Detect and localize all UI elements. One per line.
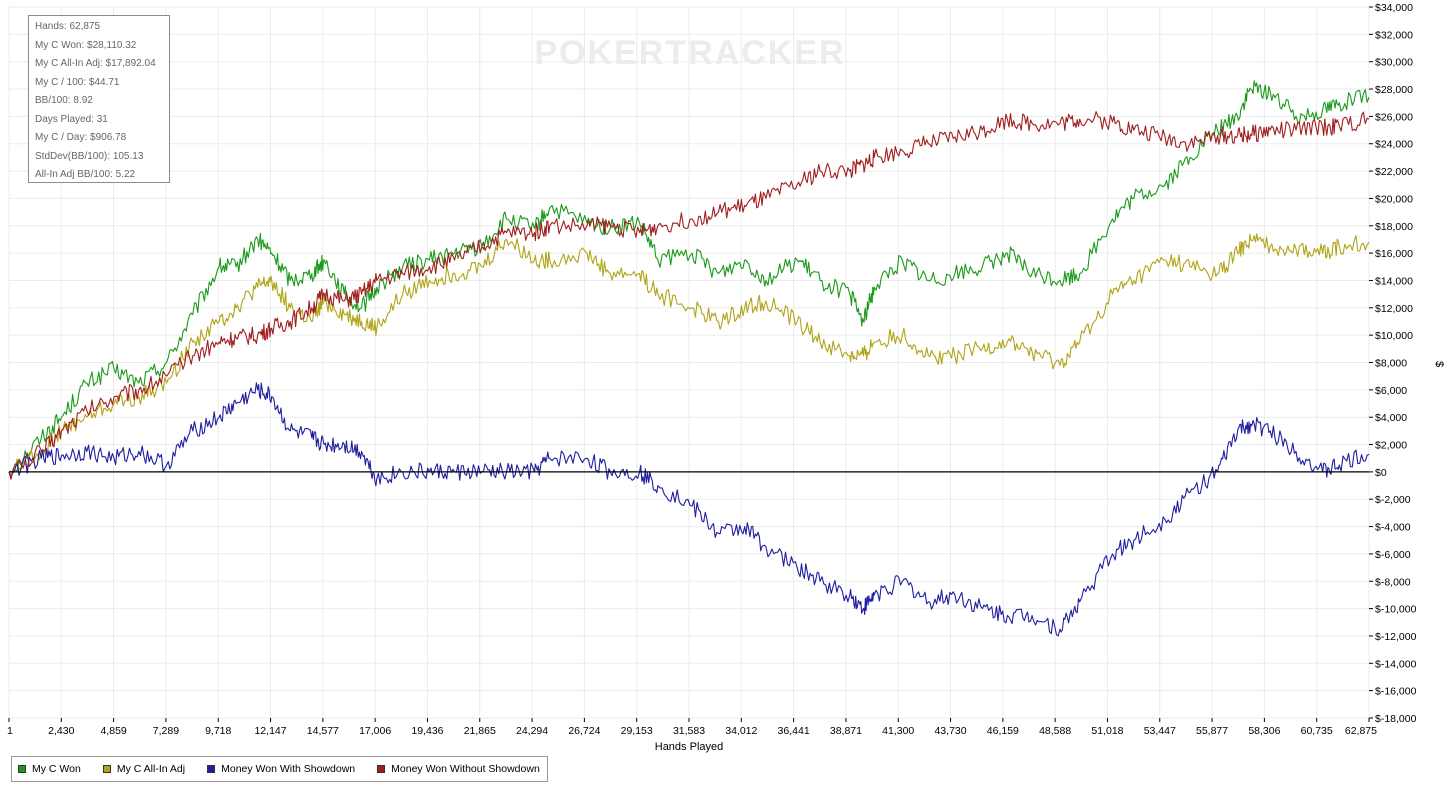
y-tick-label: $12,000 <box>1375 303 1413 315</box>
x-tick-label: 55,877 <box>1196 725 1228 737</box>
y-tick-label: $26,000 <box>1375 111 1413 123</box>
x-tick-label: 46,159 <box>987 725 1019 737</box>
y-tick-label: $-12,000 <box>1375 631 1417 643</box>
x-tick-label: 62,875 <box>1345 725 1377 737</box>
x-tick-label: 19,436 <box>411 725 443 737</box>
y-tick-label: $10,000 <box>1375 330 1413 342</box>
y-tick-label: $16,000 <box>1375 248 1413 260</box>
x-tick-label: 38,871 <box>830 725 862 737</box>
legend-item-without-showdown[interactable]: Money Won Without Showdown <box>377 763 540 775</box>
legend-label: Money Won Without Showdown <box>391 763 540 775</box>
x-tick-label: 12,147 <box>254 725 286 737</box>
x-tick-label: 2,430 <box>48 725 74 737</box>
y-tick-label: $20,000 <box>1375 193 1413 205</box>
x-tick-label: 36,441 <box>778 725 810 737</box>
legend-item-all-in-adj[interactable]: My C All-In Adj <box>102 763 186 775</box>
stat-hands: Hands: 62,875 <box>35 21 101 32</box>
legend-label: Money Won With Showdown <box>221 763 356 775</box>
stat-days-played: Days Played: 31 <box>35 113 108 125</box>
legend-swatch <box>377 765 386 773</box>
x-tick-label: 43,730 <box>934 725 966 737</box>
y-tick-label: $-6,000 <box>1375 549 1411 561</box>
y-tick-label: $-2,000 <box>1375 494 1411 506</box>
x-tick-label: 31,583 <box>673 725 705 737</box>
series-lines <box>8 80 1370 637</box>
legend-item-my-c-won[interactable]: My C Won <box>18 763 81 775</box>
x-tick-label: 7,289 <box>153 725 179 737</box>
stat-won: My C Won: $28,110.32 <box>35 39 137 51</box>
y-tick-label: $-8,000 <box>1375 576 1411 588</box>
x-tick-label: 41,300 <box>882 725 914 737</box>
x-tick-label: 51,018 <box>1091 725 1123 737</box>
x-tick-label: 4,859 <box>100 725 126 737</box>
y-tick-label: $6,000 <box>1375 385 1407 397</box>
y-tick-label: $-16,000 <box>1375 686 1417 698</box>
x-tick-label: 60,735 <box>1301 725 1333 737</box>
stat-bb-100: BB/100: 8.92 <box>35 95 93 106</box>
grid-lines <box>8 6 1370 719</box>
y-tick-label: $-14,000 <box>1375 658 1417 670</box>
series-line <box>8 382 1370 637</box>
x-tick-label: 21,865 <box>464 725 496 737</box>
y-tick-label: $-18,000 <box>1375 713 1417 725</box>
x-tick-label: 34,012 <box>725 725 757 737</box>
x-tick-label: 29,153 <box>621 725 653 737</box>
y-tick-label: $8,000 <box>1375 358 1407 370</box>
x-tick-label: 48,588 <box>1039 725 1071 737</box>
x-axis-label: Hands Played <box>655 741 724 753</box>
x-tick-label: 26,724 <box>568 725 600 737</box>
y-axis-label: $ <box>1433 361 1445 367</box>
y-tick-label: $22,000 <box>1375 166 1413 178</box>
legend-label: My C All-In Adj <box>116 763 186 775</box>
legend-swatch <box>102 765 111 773</box>
x-axis: 1 2,430 4,859 7,289 9,718 12,147 14,577 17,006 1… <box>7 718 1377 737</box>
stat-stddev: StdDev(BB/100): 105.13 <box>35 150 144 162</box>
y-tick-label: $-10,000 <box>1375 604 1417 616</box>
x-tick-label: 1 <box>7 725 13 737</box>
legend-item-with-showdown[interactable]: Money Won With Showdown <box>207 763 355 775</box>
y-tick-label: $2,000 <box>1375 440 1407 452</box>
legend-swatch <box>207 765 216 773</box>
y-tick-label: $18,000 <box>1375 221 1413 233</box>
y-tick-label: $24,000 <box>1375 139 1413 151</box>
y-tick-label: $34,000 <box>1375 2 1413 14</box>
stat-allin-bb-100: All-In Adj BB/100: 5.22 <box>35 169 136 180</box>
y-tick-label: $4,000 <box>1375 412 1407 424</box>
stats-summary-box: Hands: 62,875 My C Won: $28,110.32 My C … <box>28 15 170 183</box>
chart-legend: My C Won My C All-In Adj Money Won With … <box>11 756 548 782</box>
y-tick-label: $28,000 <box>1375 84 1413 96</box>
y-axis: $34,000 $32,000 $30,000 $28,000 $26,000 $24,0… <box>1369 2 1417 725</box>
watermark: POKERTRACKER <box>534 34 845 72</box>
y-tick-label: $32,000 <box>1375 29 1413 41</box>
y-tick-label: $30,000 <box>1375 57 1413 69</box>
y-tick-label: $-4,000 <box>1375 522 1411 534</box>
series-line <box>8 80 1370 474</box>
stat-per-day: My C / Day: $906.78 <box>35 132 127 143</box>
legend-label: My C Won <box>32 763 81 775</box>
stat-per-100: My C / 100: $44.71 <box>35 76 120 88</box>
stat-allin-adj: My C All-In Adj: $17,892.04 <box>35 58 156 69</box>
x-tick-label: 24,294 <box>516 725 548 737</box>
series-line <box>8 233 1370 476</box>
series-line <box>8 111 1370 480</box>
x-tick-label: 17,006 <box>359 725 391 737</box>
y-tick-label: $0 <box>1375 467 1387 479</box>
legend-swatch <box>18 765 26 773</box>
x-tick-label: 53,447 <box>1144 725 1176 737</box>
x-tick-label: 58,306 <box>1248 725 1280 737</box>
x-tick-label: 14,577 <box>307 725 339 737</box>
x-tick-label: 9,718 <box>205 725 231 737</box>
y-tick-label: $14,000 <box>1375 275 1413 287</box>
